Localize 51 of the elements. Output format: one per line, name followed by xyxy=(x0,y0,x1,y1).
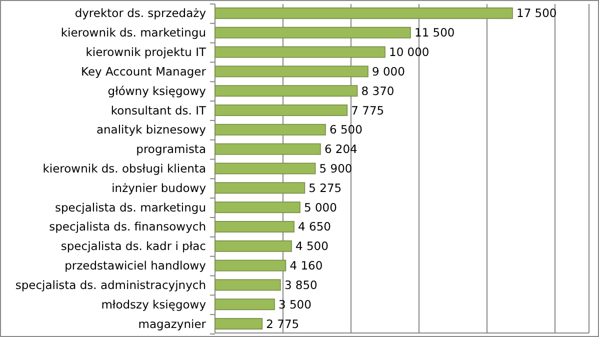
bar xyxy=(214,182,306,194)
data-label: 2 775 xyxy=(266,316,300,331)
data-label: 6 204 xyxy=(324,142,358,156)
y-tick-label: specjalista ds. kadr i płac xyxy=(60,239,206,254)
bar xyxy=(214,85,358,97)
data-label: 4 650 xyxy=(298,220,331,234)
data-label: 8 370 xyxy=(361,84,394,98)
y-tick-label: młodszy księgowy xyxy=(101,297,206,312)
data-label: 6 500 xyxy=(330,122,362,137)
data-label: 9 000 xyxy=(372,64,405,78)
bar xyxy=(214,220,294,232)
y-tick-label: kierownik ds. marketingu xyxy=(60,26,206,40)
y-tick-label: kierownik projektu IT xyxy=(86,45,207,60)
y-tick-label: główny księgowy xyxy=(108,84,206,98)
bar xyxy=(214,66,368,78)
bar xyxy=(214,162,316,174)
data-label: 4 160 xyxy=(290,258,323,273)
y-tick-label: programista xyxy=(136,142,206,156)
bar xyxy=(214,279,281,291)
y-tick-label: kierownik ds. obsługi klienta xyxy=(42,162,206,176)
data-label: 17 500 xyxy=(516,6,557,20)
bar xyxy=(214,46,386,58)
y-tick-label: dyrektor ds. sprzedaży xyxy=(74,6,206,20)
y-tick-label: magazynier xyxy=(138,316,206,331)
data-label: 4 500 xyxy=(296,239,328,254)
data-label: 7 775 xyxy=(351,103,384,118)
y-tick-label: Key Account Manager xyxy=(80,64,206,78)
data-label: 10 000 xyxy=(389,45,430,60)
y-tick-label: konsultant ds. IT xyxy=(110,103,207,118)
bar xyxy=(214,124,326,136)
bar xyxy=(214,318,263,330)
y-tick-label: specjalista ds. finansowych xyxy=(49,220,206,234)
bar xyxy=(214,240,292,252)
bar xyxy=(214,260,286,272)
bar xyxy=(214,202,300,214)
data-label: 5 000 xyxy=(304,200,337,214)
y-tick-label: przedstawiciel handlowy xyxy=(64,258,206,273)
bar xyxy=(214,143,321,155)
y-tick-label: inżynier budowy xyxy=(112,180,206,195)
bar xyxy=(214,298,275,310)
y-tick-label: specjalista ds. administracyjnych xyxy=(15,278,206,292)
data-label: 3 500 xyxy=(278,297,312,312)
data-label: 11 500 xyxy=(414,26,455,40)
data-label: 3 850 xyxy=(284,278,318,292)
y-tick-label: specjalista ds. marketingu xyxy=(54,200,206,214)
bar xyxy=(214,104,348,116)
data-label: 5 900 xyxy=(319,162,352,176)
y-tick-label: analityk biznesowy xyxy=(96,122,206,137)
bar xyxy=(214,7,513,19)
data-label: 5 275 xyxy=(308,180,342,195)
bar xyxy=(214,26,411,38)
